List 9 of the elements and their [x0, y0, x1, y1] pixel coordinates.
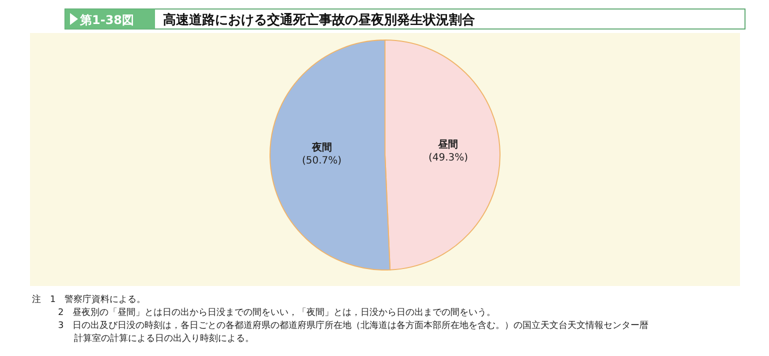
slice-label: 夜間 [310, 141, 332, 154]
chart-title: 高速道路における交通死亡事故の昼夜別発生状況割合 [163, 12, 475, 28]
data-label: (49.3%) [428, 152, 468, 164]
text: 3 日の出及び日没の時刻は，各日ごとの各都道府県の都道府県庁所在地（北海道は各方面本部所在地を含む。）の国立天文台天文情報センター暦計算室の計算による日の出入り時刻による。 [58, 320, 649, 344]
slice-label: 昼間 [437, 138, 458, 151]
text: 2 昼夜別の「昼間」とは日の出から日没までの間をいい，「夜間」とは，日没から日の出までの間をいう。 [58, 307, 496, 318]
text: 第1-38図 [79, 13, 134, 27]
text: 注 1 警察庁資料による。 [32, 294, 146, 305]
data-label: (50.7%) [302, 155, 342, 166]
